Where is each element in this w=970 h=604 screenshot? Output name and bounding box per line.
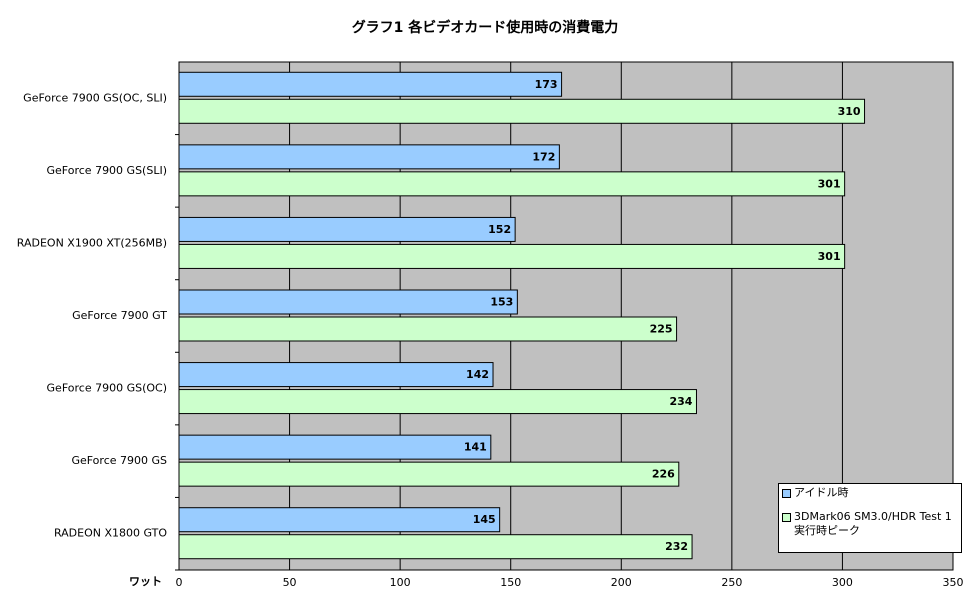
legend: アイドル時 3DMark06 SM3.0/HDR Test 1 実行時ピーク: [778, 483, 962, 553]
value-label: 225: [650, 323, 673, 336]
value-label: 226: [652, 468, 675, 481]
x-tick-label: 150: [500, 576, 521, 589]
bar: [178, 461, 680, 487]
legend-item: 3DMark06 SM3.0/HDR Test 1 実行時ピーク: [782, 510, 958, 538]
bar: [178, 507, 501, 533]
y-tick-label: GeForce 7900 GT: [72, 309, 167, 322]
x-tick-label: 0: [176, 576, 183, 589]
value-label: 172: [532, 150, 555, 163]
bar: [178, 316, 678, 342]
y-tick-label: GeForce 7900 GS(SLI): [47, 164, 167, 177]
value-label: 234: [670, 395, 693, 408]
x-axis-label: ワット: [129, 575, 162, 588]
bar: [178, 434, 492, 460]
value-label: 310: [838, 105, 861, 118]
chart-title: グラフ1 各ビデオカード使用時の消費電力: [352, 19, 619, 36]
value-label: 301: [818, 250, 841, 263]
value-label: 142: [466, 368, 489, 381]
bar: [178, 216, 516, 242]
bar: [178, 289, 518, 315]
legend-item: アイドル時: [782, 486, 958, 500]
bar: [178, 98, 866, 124]
legend-label: 3DMark06 SM3.0/HDR Test 1 実行時ピーク: [794, 510, 952, 537]
bar: [178, 71, 563, 97]
x-tick-label: 300: [832, 576, 853, 589]
bar: [178, 171, 846, 197]
x-tick-label: 100: [390, 576, 411, 589]
x-tick-label: 50: [283, 576, 297, 589]
value-label: 152: [488, 223, 511, 236]
bar: [178, 389, 697, 415]
legend-swatch: [782, 489, 791, 498]
x-tick-label: 350: [943, 576, 964, 589]
bar: [178, 362, 494, 388]
bar: [178, 144, 560, 170]
legend-label: アイドル時: [794, 486, 849, 499]
bar: [178, 243, 846, 269]
value-label: 173: [535, 78, 558, 91]
x-tick-label: 250: [721, 576, 742, 589]
value-label: 145: [473, 513, 496, 526]
y-tick-label: GeForce 7900 GS(OC): [47, 382, 167, 395]
bar: [178, 534, 693, 560]
legend-swatch: [782, 513, 791, 522]
y-tick-label: GeForce 7900 GS: [71, 454, 167, 467]
value-label: 141: [464, 441, 487, 454]
x-tick-label: 200: [611, 576, 632, 589]
y-tick-label: GeForce 7900 GS(OC, SLI): [23, 91, 167, 104]
value-label: 301: [818, 177, 841, 190]
value-label: 232: [665, 540, 688, 553]
value-label: 153: [490, 296, 513, 309]
y-tick-label: RADEON X1900 XT(256MB): [17, 236, 167, 249]
y-tick-label: RADEON X1800 GTO: [54, 527, 167, 540]
